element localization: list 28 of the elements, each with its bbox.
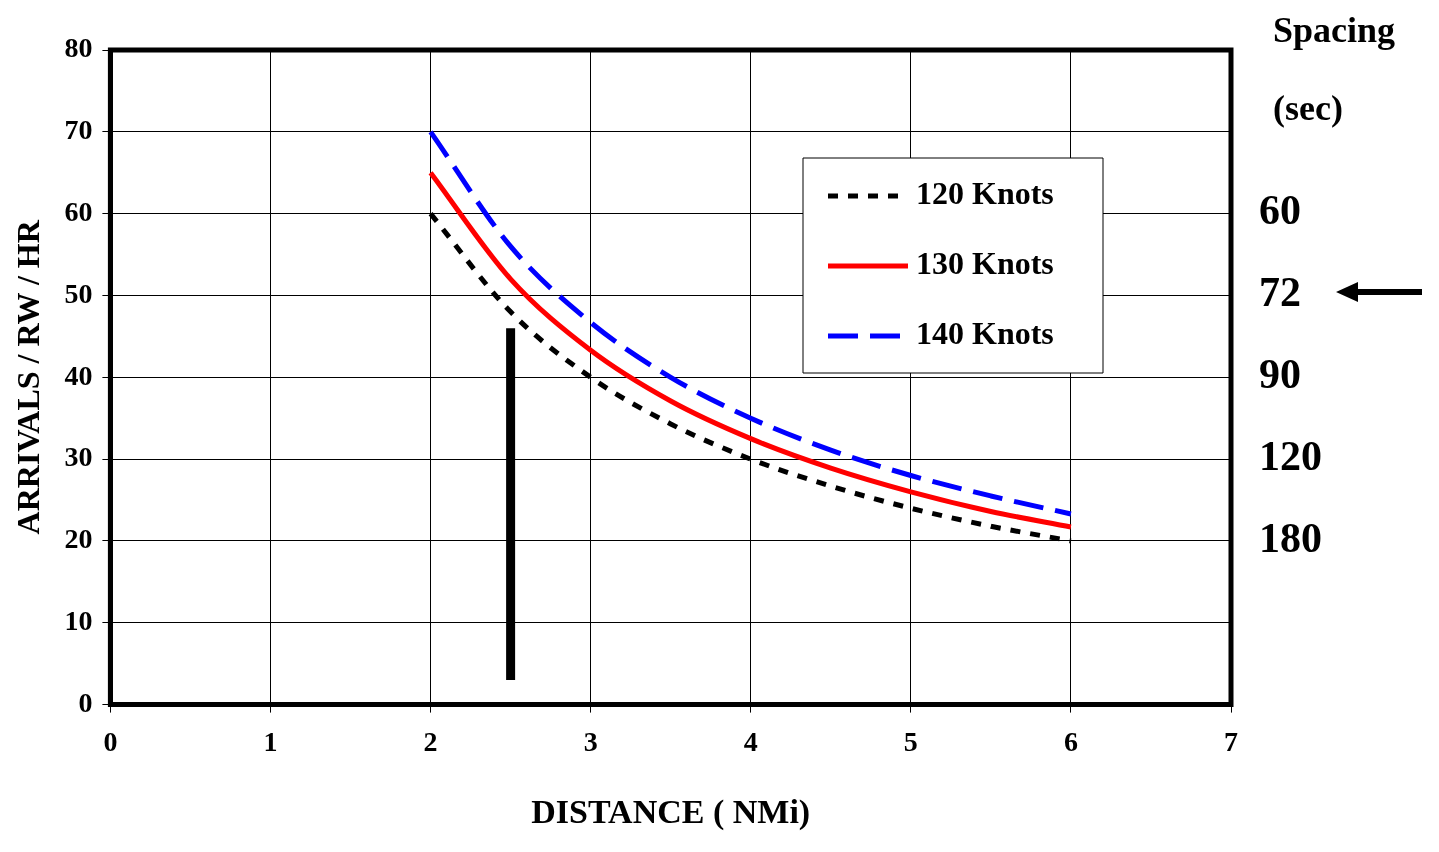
x-tick-label: 6 — [1063, 725, 1078, 757]
y-tick-label: 20 — [64, 523, 93, 555]
y-tick-label: 50 — [64, 277, 93, 309]
x-tick-label: 1 — [263, 725, 278, 757]
legend-label: 120 Knots — [916, 175, 1054, 212]
text: 72 — [1259, 269, 1301, 316]
x-tick-label: 2 — [423, 725, 438, 757]
legend-label: 140 Knots — [916, 315, 1054, 352]
text: 180 — [1259, 514, 1322, 561]
legend-label: 130 Knots — [916, 245, 1054, 282]
x-tick-label: 0 — [103, 725, 118, 757]
y-tick-label: 30 — [64, 441, 93, 473]
y-axis-title: ARRIVALS / RW / HR — [10, 219, 47, 535]
y-tick-label: 80 — [64, 32, 93, 64]
x-tick-label: 7 — [1224, 725, 1238, 757]
y2-axis-title: Spacing (sec) — [1273, 10, 1396, 129]
x-tick-label: 4 — [743, 725, 758, 757]
y-tick-label: 10 — [64, 605, 93, 637]
text: 90 — [1259, 351, 1301, 398]
y-tick-label: 40 — [64, 359, 93, 391]
y-tick-label: 0 — [78, 686, 93, 718]
x-axis-title: DISTANCE ( NMi) — [531, 793, 811, 832]
x-tick-label: 3 — [583, 725, 598, 757]
text: 60 — [1259, 187, 1301, 234]
text: 120 — [1259, 432, 1322, 479]
y-tick-label: 70 — [64, 114, 93, 146]
y-tick-label: 60 — [64, 195, 93, 227]
x-tick-label: 5 — [903, 725, 918, 757]
